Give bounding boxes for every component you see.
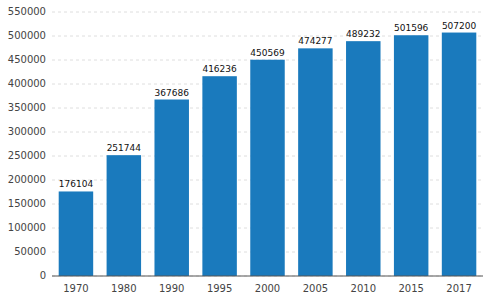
x-tick-label: 2000 <box>255 283 280 294</box>
chart-svg: 0 50000 100000 150000 200000 250000 300000 3500… <box>0 0 491 302</box>
bar <box>346 41 380 276</box>
y-tick-label: 200000 <box>8 174 46 185</box>
y-tick-label: 50000 <box>14 246 46 257</box>
bars <box>59 33 477 276</box>
data-label: 450569 <box>250 48 285 58</box>
data-label: 176104 <box>59 179 94 189</box>
x-tick-label: 2017 <box>446 283 471 294</box>
x-tick-label: 1990 <box>159 283 184 294</box>
y-tick-label: 450000 <box>8 54 46 65</box>
bar <box>59 191 93 276</box>
y-tick-label: 550000 <box>8 6 46 17</box>
bar <box>394 35 428 276</box>
y-tick-label: 500000 <box>8 30 46 41</box>
y-tick-label: 0 <box>40 270 46 281</box>
data-label: 501596 <box>394 23 429 33</box>
grid-line <box>52 12 483 13</box>
y-tick-label: 300000 <box>8 126 46 137</box>
bar <box>202 76 236 276</box>
data-label: 367686 <box>155 88 190 98</box>
data-label: 474277 <box>298 36 332 46</box>
y-tick-label: 150000 <box>8 198 46 209</box>
x-axis-line <box>52 276 483 277</box>
bar <box>250 60 284 276</box>
x-tick-label: 1980 <box>111 283 136 294</box>
x-tick-label: 2015 <box>398 283 423 294</box>
x-tick-label: 2005 <box>303 283 328 294</box>
y-tick-label: 400000 <box>8 78 46 89</box>
data-label: 416236 <box>202 64 237 74</box>
bar <box>107 155 141 276</box>
y-grid <box>52 12 483 276</box>
y-tick-label: 350000 <box>8 102 46 113</box>
x-tick-label: 2010 <box>351 283 376 294</box>
x-tick-label: 1970 <box>63 283 88 294</box>
data-label: 507200 <box>442 21 477 31</box>
bar <box>442 33 476 276</box>
bar <box>154 100 188 276</box>
bar <box>298 48 332 276</box>
x-tick-label: 1995 <box>207 283 232 294</box>
y-axis: 0 50000 100000 150000 200000 250000 300000 3500… <box>8 6 46 281</box>
data-label: 489232 <box>346 29 380 39</box>
data-labels: 176104 251744 367686 416236 450569 474277 4892… <box>59 21 477 190</box>
y-tick-label: 100000 <box>8 222 46 233</box>
y-tick-label: 250000 <box>8 150 46 161</box>
data-label: 251744 <box>107 143 142 153</box>
grid-line <box>52 276 483 277</box>
x-axis: 1970 1980 1990 1995 2000 2005 2010 2015 2017 <box>52 276 483 294</box>
chart-container: 0 50000 100000 150000 200000 250000 300000 3500… <box>0 0 491 302</box>
